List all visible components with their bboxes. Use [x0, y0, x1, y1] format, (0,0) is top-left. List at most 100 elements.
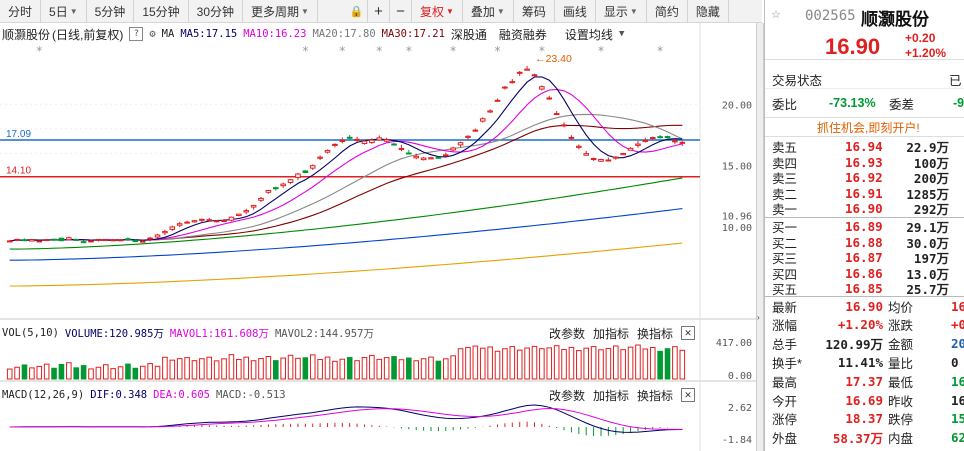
candle-body [369, 139, 375, 144]
toolbar-items-3[interactable]: 15分钟 [134, 0, 189, 22]
candle-body [243, 210, 250, 213]
toolbar-items2-2[interactable]: 筹码 [514, 0, 555, 22]
candle-body [509, 81, 516, 84]
dif-value: DIF:0.348 [90, 389, 148, 401]
bids-label: 买三 [772, 252, 798, 266]
candle-body [191, 220, 198, 223]
link-shengutong[interactable]: 深股通 [450, 27, 487, 42]
asks-row[interactable]: 卖三 16.92 200万 [765, 170, 964, 186]
toolbar-label: 5分钟 [94, 4, 126, 19]
macd-add-indicator-button[interactable]: 加指标 [593, 388, 630, 403]
bids-label: 买二 [772, 236, 798, 251]
help-icon[interactable]: ? [129, 27, 144, 41]
volume-bar [420, 358, 427, 380]
volume-bar [317, 359, 323, 380]
stat-label: 均价 [888, 300, 914, 315]
volume-bar [51, 367, 57, 380]
bids-row[interactable]: 买二 16.88 30.0万 [765, 235, 964, 251]
stat-value: 18.37 [845, 411, 883, 427]
volume-bar [398, 359, 405, 380]
macd-indicator-name: MACD(12,26,9) [2, 389, 85, 401]
volume-bar [332, 360, 338, 380]
volume-bar [391, 356, 397, 380]
price-axis-label: 20.00 [722, 100, 752, 111]
bids-price: 16.89 [845, 219, 883, 234]
bids-row[interactable]: 买四 16.86 13.0万 [765, 266, 964, 282]
chart-mode-label: (日线,前复权) [52, 27, 124, 42]
vol-indicator-name: VOL(5,10) [2, 327, 59, 339]
macd-switch-indicator-button[interactable]: 换指标 [637, 388, 674, 403]
stat-value: 120.99万 [825, 337, 883, 353]
candle-body [590, 158, 597, 161]
volume-bar [457, 348, 464, 380]
toolbar-label: 叠加 [470, 4, 495, 19]
bids-label: 买五 [772, 283, 798, 297]
stat-value: 0 [951, 354, 959, 370]
promo-banner[interactable]: 抓住机会,即刻开户! [765, 117, 964, 137]
promo-text[interactable]: 抓住机会,即刻开户! [817, 120, 920, 135]
volume-bar [295, 357, 301, 380]
toolbar-items2-6[interactable]: 隐藏 [688, 0, 729, 22]
volume-bar [43, 363, 50, 380]
candle-body [154, 234, 161, 238]
volume-bar [435, 360, 442, 380]
stat-value: 58.37万 [832, 431, 883, 447]
stat-label: 总手 [772, 338, 798, 353]
plus-icon[interactable]: + [368, 0, 390, 22]
vol-switch-indicator-button[interactable]: 换指标 [637, 326, 674, 341]
toolbar-items2-5[interactable]: 简约 [647, 0, 688, 22]
link-rongzi[interactable]: 融资融券 [498, 27, 547, 42]
ma5-line [9, 76, 683, 242]
panel-splitter[interactable]: › [756, 23, 764, 451]
candle-body [117, 239, 124, 242]
vol-add-indicator-button[interactable]: 加指标 [593, 326, 630, 341]
candle-body [487, 110, 493, 113]
toolbar-items2-3[interactable]: 画线 [555, 0, 596, 22]
bids-row[interactable]: 买三 16.87 197万 [765, 250, 964, 266]
toolbar-label: 画线 [562, 4, 587, 19]
volume-bar [657, 350, 663, 380]
macd-edit-params-button[interactable]: 改参数 [549, 388, 586, 403]
lock-icon[interactable]: 🔒 [346, 0, 368, 22]
asks-row[interactable]: 卖二 16.91 1285万 [765, 186, 964, 202]
toolbar-items-5[interactable]: 更多周期 ▼ [243, 0, 318, 22]
stats-row: 最新 16.90 均价 16 [765, 297, 964, 315]
close-icon[interactable]: ✕ [681, 326, 696, 340]
toolbar-items2-0[interactable]: 复权 ▼ [412, 0, 463, 22]
bids-row[interactable]: 买五 16.85 25.7万 [765, 281, 964, 297]
candle-body [420, 157, 427, 161]
asks-row[interactable]: 卖四 16.93 100万 [765, 155, 964, 171]
minus-icon[interactable]: − [390, 0, 412, 22]
candle-body [213, 220, 220, 223]
macd-legend: MACD(12,26,9) DIF:0.348 DEA:0.605 MACD:-… [0, 386, 560, 404]
price-change-pct: +1.20% [905, 46, 947, 60]
chevron-right-icon[interactable]: › [757, 313, 760, 322]
candle-body [361, 140, 368, 145]
chevron-down-icon[interactable]: ▼ [618, 29, 625, 39]
volume-bar [221, 358, 227, 380]
bids-row[interactable]: 买一 16.89 29.1万 [765, 219, 964, 235]
ma-settings-icon[interactable]: ⚙ [149, 28, 156, 40]
toolbar-items-4[interactable]: 30分钟 [189, 0, 244, 22]
volume-bar [494, 350, 501, 380]
toolbar-items-1[interactable]: 5日 ▼ [41, 0, 87, 22]
trade-status-value: 已 [949, 74, 962, 88]
toolbar-items2-4[interactable]: 显示 ▼ [596, 0, 647, 22]
close-icon[interactable]: ✕ [681, 388, 696, 402]
toolbar-label: 30分钟 [196, 4, 235, 19]
asks-row[interactable]: 卖五 16.94 22.9万 [765, 139, 964, 155]
asks-row[interactable]: 卖一 16.90 292万 [765, 201, 964, 217]
vol-edit-params-button[interactable]: 改参数 [549, 326, 586, 341]
toolbar-items2-1[interactable]: 叠加 ▼ [463, 0, 514, 22]
quote-panel: ☆ 002565 顺灏股份 16.90 +0.20 +1.20% 交易状态 已 … [764, 0, 964, 451]
star-icon[interactable]: ☆ [771, 9, 781, 21]
toolbar-items-0[interactable]: 分时 [0, 0, 42, 22]
link-set-ma[interactable]: 设置均线 [564, 27, 613, 42]
candle-body [36, 240, 43, 243]
candle-body [642, 139, 649, 143]
toolbar-items-2[interactable]: 5分钟 [87, 0, 135, 22]
candle-body [406, 152, 412, 155]
stock-name: 顺灏股份 [861, 10, 929, 29]
